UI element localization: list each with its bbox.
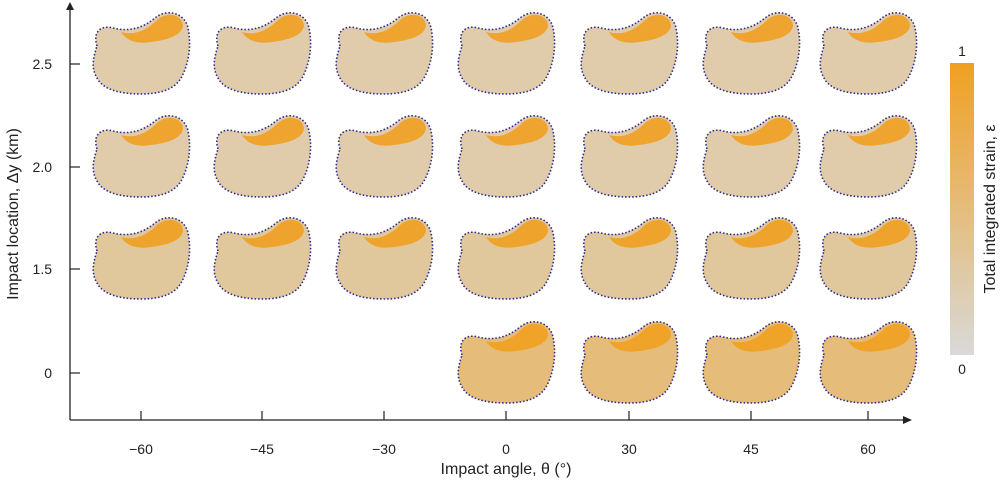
pre-impact-outline xyxy=(335,115,434,198)
crater-region xyxy=(609,323,671,352)
crater-region xyxy=(848,14,910,43)
crater-region xyxy=(848,117,910,146)
pre-impact-outline xyxy=(213,115,312,198)
pre-impact-outline xyxy=(335,12,434,95)
y-tick-label: 2.5 xyxy=(33,56,53,72)
strain-map-cell xyxy=(92,12,191,95)
strain-map-cell xyxy=(580,115,679,198)
strain-map-cell xyxy=(702,115,801,198)
x-axis-title: Impact angle, θ (°) xyxy=(441,461,572,478)
crater-region xyxy=(364,14,426,43)
strain-map-cell xyxy=(580,217,679,300)
pre-impact-outline xyxy=(702,115,801,198)
x-tick-label: −60 xyxy=(129,441,153,457)
pre-impact-outline xyxy=(702,321,801,404)
pre-impact-outline xyxy=(702,217,801,300)
crater-region xyxy=(731,323,793,352)
crater-region xyxy=(364,117,426,146)
x-tick-label: −30 xyxy=(372,441,396,457)
x-tick-label: 45 xyxy=(743,441,759,457)
crater-region xyxy=(121,14,183,43)
pre-impact-outline xyxy=(819,115,918,198)
colorbar-max-label: 1 xyxy=(958,43,966,59)
crater-region xyxy=(242,219,304,248)
strain-map-cell xyxy=(702,12,801,95)
strain-map-cell xyxy=(819,12,918,95)
crater-region xyxy=(848,323,910,352)
colorbar-title: Total integrated strain, ε xyxy=(982,125,999,294)
pre-impact-outline xyxy=(819,217,918,300)
x-tick-label: 30 xyxy=(621,441,637,457)
strain-map-cell xyxy=(580,321,679,404)
strain-map-cell xyxy=(335,217,434,300)
crater-region xyxy=(731,219,793,248)
crater-region xyxy=(848,219,910,248)
crater-region xyxy=(486,14,548,43)
crater-region xyxy=(364,219,426,248)
pre-impact-outline xyxy=(457,12,556,95)
strain-map-cell xyxy=(580,12,679,95)
strain-map-cell xyxy=(213,115,312,198)
pre-impact-outline xyxy=(702,12,801,95)
pre-impact-outline xyxy=(92,217,191,300)
pre-impact-outline xyxy=(457,217,556,300)
strain-map-cell xyxy=(92,217,191,300)
crater-region xyxy=(486,117,548,146)
colorbar-min-label: 0 xyxy=(958,361,966,377)
pre-impact-outline xyxy=(580,115,679,198)
pre-impact-outline xyxy=(335,217,434,300)
pre-impact-outline xyxy=(213,217,312,300)
crater-region xyxy=(242,14,304,43)
strain-maps xyxy=(92,12,918,404)
pre-impact-outline xyxy=(457,321,556,404)
crater-region xyxy=(242,117,304,146)
crater-region xyxy=(609,14,671,43)
strain-map-cell xyxy=(457,12,556,95)
strain-map-cell xyxy=(457,115,556,198)
strain-map-cell xyxy=(819,217,918,300)
pre-impact-outline xyxy=(213,12,312,95)
pre-impact-outline xyxy=(457,115,556,198)
strain-map-cell xyxy=(213,12,312,95)
crater-region xyxy=(121,219,183,248)
y-axis-title: Impact location, Δy (km) xyxy=(5,128,22,300)
crater-region xyxy=(609,219,671,248)
pre-impact-outline xyxy=(580,12,679,95)
pre-impact-outline xyxy=(580,217,679,300)
crater-region xyxy=(121,117,183,146)
strain-map-cell xyxy=(819,115,918,198)
y-tick-label: 1.5 xyxy=(33,261,53,277)
pre-impact-outline xyxy=(819,321,918,404)
crater-region xyxy=(731,14,793,43)
x-tick-label: 0 xyxy=(502,441,510,457)
x-axis-arrow xyxy=(903,416,912,424)
y-tick-label: 0 xyxy=(44,365,52,381)
pre-impact-outline xyxy=(92,115,191,198)
crater-region xyxy=(486,219,548,248)
strain-map-cell xyxy=(335,12,434,95)
crater-region xyxy=(609,117,671,146)
crater-region xyxy=(486,323,548,352)
colorbar xyxy=(950,63,974,355)
pre-impact-outline xyxy=(819,12,918,95)
pre-impact-outline xyxy=(92,12,191,95)
strain-map-cell xyxy=(92,115,191,198)
x-tick-label: 60 xyxy=(860,441,876,457)
y-axis-arrow xyxy=(66,2,74,10)
strain-map-cell xyxy=(213,217,312,300)
x-tick-label: −45 xyxy=(250,441,274,457)
strain-map-cell xyxy=(457,321,556,404)
strain-map-cell xyxy=(702,217,801,300)
crater-region xyxy=(731,117,793,146)
strain-map-cell xyxy=(457,217,556,300)
strain-map-cell xyxy=(335,115,434,198)
pre-impact-outline xyxy=(580,321,679,404)
strain-map-cell xyxy=(702,321,801,404)
strain-map-cell xyxy=(819,321,918,404)
y-tick-label: 2.0 xyxy=(33,159,53,175)
